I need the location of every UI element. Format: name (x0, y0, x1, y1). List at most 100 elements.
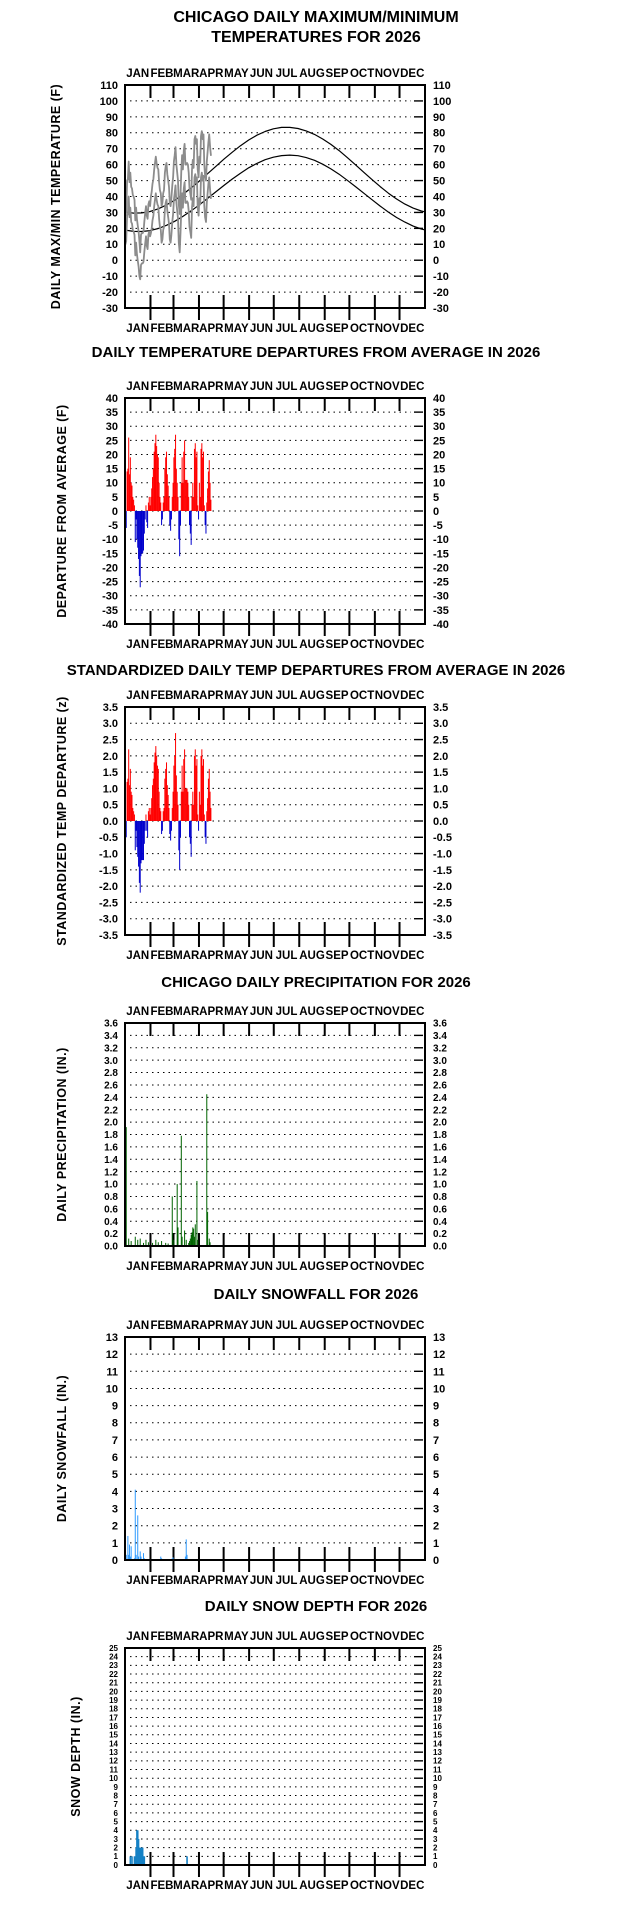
svg-text:0: 0 (433, 1861, 438, 1870)
svg-text:35: 35 (433, 407, 445, 419)
svg-text:MAR: MAR (173, 1006, 200, 1018)
svg-text:30: 30 (433, 421, 445, 433)
svg-text:3.6: 3.6 (104, 1019, 118, 1030)
svg-text:MAY: MAY (224, 1631, 249, 1643)
svg-text:DEC: DEC (400, 690, 424, 702)
svg-text:15: 15 (109, 1731, 118, 1740)
svg-text:AUG: AUG (299, 323, 325, 335)
svg-text:0: 0 (433, 506, 439, 518)
svg-text:15: 15 (433, 464, 445, 476)
svg-text:90: 90 (106, 112, 118, 124)
svg-text:FEB: FEB (150, 1880, 173, 1892)
svg-text:-3.5: -3.5 (99, 930, 118, 942)
svg-text:JAN: JAN (126, 950, 149, 962)
svg-text:12: 12 (109, 1757, 118, 1766)
svg-text:110: 110 (100, 80, 118, 92)
svg-text:FEB: FEB (150, 68, 173, 80)
svg-text:JUL: JUL (276, 1880, 298, 1892)
svg-text:-2.5: -2.5 (433, 897, 452, 909)
svg-text:5: 5 (114, 1817, 119, 1826)
svg-text:OCT: OCT (350, 68, 374, 80)
svg-text:0.8: 0.8 (433, 1192, 447, 1203)
svg-text:JUN: JUN (250, 639, 273, 651)
chart-section-max-min-temperatures: CHICAGO DAILY MAXIMUM/MINIMUM TEMPERATUR… (0, 8, 632, 335)
svg-text:MAR: MAR (173, 68, 200, 80)
svg-text:MAY: MAY (224, 950, 249, 962)
svg-text:JUN: JUN (250, 1320, 273, 1332)
svg-text:0: 0 (112, 506, 118, 518)
svg-text:1.5: 1.5 (433, 767, 448, 779)
chart-title-line-1: CHICAGO DAILY MAXIMUM/MINIMUM (173, 9, 459, 26)
svg-text:NOV: NOV (375, 323, 400, 335)
svg-text:JUL: JUL (276, 950, 298, 962)
svg-text:0: 0 (433, 255, 439, 267)
svg-text:0.0: 0.0 (433, 816, 448, 828)
svg-text:JUL: JUL (276, 323, 298, 335)
svg-text:SEP: SEP (326, 639, 349, 651)
svg-text:JUN: JUN (250, 1631, 273, 1643)
svg-text:11: 11 (106, 1366, 118, 1378)
svg-text:3.2: 3.2 (104, 1043, 118, 1054)
svg-text:JUL: JUL (276, 1006, 298, 1018)
chart-canvas-temperature-departures: 40 40 35 35 30 30 25 25 20 20 15 15 10 10 5 5 0 0 -5 -5 -10 -… (55, 381, 449, 651)
svg-text:-10: -10 (433, 534, 449, 546)
svg-text:FEB: FEB (150, 1575, 173, 1587)
svg-text:15: 15 (106, 464, 118, 476)
svg-text:10: 10 (433, 478, 445, 490)
svg-text:JUN: JUN (250, 323, 273, 335)
svg-text:2.5: 2.5 (433, 735, 448, 747)
svg-text:10: 10 (106, 478, 118, 490)
svg-text:JUN: JUN (250, 690, 273, 702)
svg-text:1.4: 1.4 (433, 1155, 447, 1166)
svg-text:8: 8 (433, 1418, 439, 1430)
svg-text:6: 6 (433, 1452, 439, 1464)
svg-text:AUG: AUG (299, 1261, 325, 1273)
svg-text:2.6: 2.6 (433, 1081, 447, 1092)
svg-text:3.0: 3.0 (433, 718, 448, 730)
svg-text:13: 13 (106, 1332, 118, 1344)
svg-text:3: 3 (114, 1835, 119, 1844)
svg-text:1.5: 1.5 (103, 767, 118, 779)
svg-text:AUG: AUG (299, 381, 325, 393)
svg-text:JAN: JAN (126, 639, 149, 651)
svg-text:25: 25 (106, 435, 118, 447)
svg-text:1.0: 1.0 (433, 783, 448, 795)
svg-text:3.4: 3.4 (104, 1031, 118, 1042)
svg-text:23: 23 (109, 1661, 118, 1670)
svg-text:20: 20 (433, 449, 445, 461)
svg-text:40: 40 (433, 393, 445, 405)
svg-text:MAY: MAY (224, 1880, 249, 1892)
svg-text:SEP: SEP (326, 690, 349, 702)
svg-text:DEC: DEC (400, 323, 424, 335)
svg-text:DEC: DEC (400, 1575, 424, 1587)
svg-text:DEC: DEC (400, 639, 424, 651)
svg-text:40: 40 (106, 191, 118, 203)
svg-text:DEC: DEC (400, 1880, 424, 1892)
svg-text:12: 12 (433, 1757, 442, 1766)
svg-text:3.2: 3.2 (433, 1043, 447, 1054)
svg-text:-10: -10 (102, 271, 118, 283)
svg-text:1.8: 1.8 (433, 1130, 447, 1141)
svg-text:1.2: 1.2 (104, 1167, 118, 1178)
svg-text:60: 60 (106, 160, 118, 172)
svg-text:0.5: 0.5 (103, 800, 118, 812)
chart-title-text: DAILY SNOW DEPTH FOR 2026 (204, 1598, 428, 1615)
svg-text:-5: -5 (108, 520, 118, 532)
svg-text:10: 10 (106, 1383, 118, 1395)
svg-text:APR: APR (199, 1006, 224, 1018)
svg-text:30: 30 (433, 207, 445, 219)
svg-text:FEB: FEB (150, 1006, 173, 1018)
svg-text:MAR: MAR (173, 323, 200, 335)
svg-text:19: 19 (109, 1696, 118, 1705)
svg-text:1.0: 1.0 (103, 783, 118, 795)
svg-text:50: 50 (106, 176, 118, 188)
svg-text:DEC: DEC (400, 1261, 424, 1273)
svg-text:JAN: JAN (126, 323, 149, 335)
svg-text:MAY: MAY (224, 323, 249, 335)
svg-text:-15: -15 (433, 548, 449, 560)
svg-text:-3.0: -3.0 (99, 914, 118, 926)
svg-text:-40: -40 (102, 619, 118, 631)
svg-text:3.6: 3.6 (433, 1019, 447, 1030)
svg-text:AUG: AUG (299, 639, 325, 651)
chart-canvas-precipitation: 3.6 3.63.4 3.43.2 3.23.0 3.02.8 2.82.6 2.62.4 2… (55, 1006, 447, 1273)
